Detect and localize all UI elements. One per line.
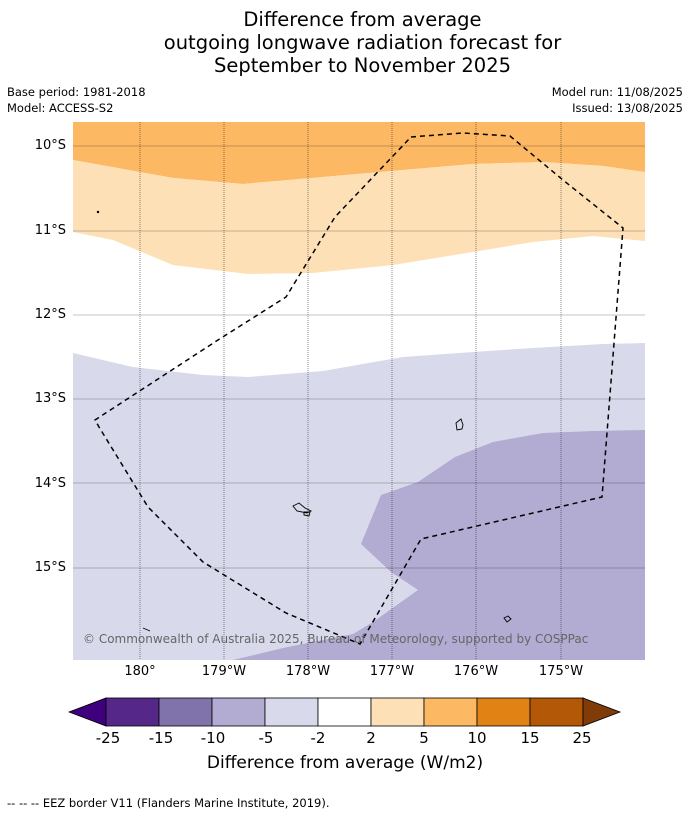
colorbar-segment bbox=[264, 697, 319, 727]
colorbar-tick-label: -15 bbox=[148, 729, 174, 747]
gridlines bbox=[73, 122, 645, 660]
title-line-1: Difference from average bbox=[243, 8, 482, 31]
eez-border bbox=[93, 132, 624, 645]
colorbar-segment bbox=[211, 697, 266, 727]
lon-tick-label: 176°W bbox=[453, 664, 499, 679]
colorbar-tick-label: -10 bbox=[200, 729, 226, 747]
colorbar-segment bbox=[158, 697, 213, 727]
colorbar-segment bbox=[476, 697, 531, 727]
map-title: Difference from average outgoing longwav… bbox=[0, 8, 690, 77]
base-period: Base period: 1981-2018 bbox=[7, 85, 146, 99]
zone-5-to-10 bbox=[73, 122, 645, 184]
meta-left: Base period: 1981-2018 Model: ACCESS-S2 bbox=[7, 84, 146, 116]
lat-tick-label: 12°S bbox=[34, 307, 66, 322]
colorbar-tick-label: -5 bbox=[258, 729, 274, 747]
island-6 bbox=[96, 210, 100, 214]
colorbar-tick-label: 10 bbox=[467, 729, 487, 747]
lat-tick-label: 13°S bbox=[34, 391, 66, 406]
model-name: Model: ACCESS-S2 bbox=[7, 101, 114, 115]
colorbar-tick-label: -25 bbox=[95, 729, 121, 747]
colorbar-tick-label: -2 bbox=[310, 729, 326, 747]
lon-tick-label: 177°W bbox=[369, 664, 415, 679]
colorbar-segment bbox=[105, 697, 160, 727]
lon-tick-label: 180° bbox=[124, 664, 156, 679]
lat-tick-label: 14°S bbox=[34, 476, 66, 491]
copyright-notice: © Commonwealth of Australia 2025, Bureau… bbox=[83, 632, 589, 646]
colorbar-segment bbox=[423, 697, 478, 727]
island-1 bbox=[455, 418, 464, 431]
islands bbox=[96, 210, 512, 632]
lon-tick-label: 179°W bbox=[201, 664, 247, 679]
lat-tick-label: 15°S bbox=[34, 560, 66, 575]
zone-minus5-to-minus10 bbox=[233, 430, 645, 660]
island-3 bbox=[303, 511, 311, 517]
island-2 bbox=[292, 502, 313, 514]
meta-right: Model run: 11/08/2025 Issued: 13/08/2025 bbox=[552, 84, 683, 116]
colorbar-tick-label: 25 bbox=[572, 729, 592, 747]
zone-2-to-5 bbox=[73, 160, 645, 274]
island-4 bbox=[503, 615, 512, 623]
lon-tick-label: 178°W bbox=[285, 664, 331, 679]
colorbar-segment bbox=[317, 697, 372, 727]
lat-tick-label: 11°S bbox=[34, 223, 66, 238]
colorbar-tick-label: 15 bbox=[520, 729, 540, 747]
colorbar-segment bbox=[370, 697, 425, 727]
eez-legend-note: -- -- -- EEZ border V11 (Flanders Marine… bbox=[7, 796, 330, 810]
title-line-3: September to November 2025 bbox=[213, 54, 512, 77]
title-line-2: outgoing longwave radiation forecast for bbox=[163, 31, 562, 54]
map-canvas bbox=[73, 122, 645, 660]
colorbar-extend-max bbox=[582, 697, 622, 727]
lon-tick-label: 175°W bbox=[538, 664, 584, 679]
lat-tick-label: 10°S bbox=[34, 138, 66, 153]
colorbar-segment bbox=[529, 697, 584, 727]
colorbar-extend-min bbox=[68, 697, 107, 727]
island-5 bbox=[142, 627, 151, 632]
issued-date: Issued: 13/08/2025 bbox=[572, 101, 683, 115]
map-panel bbox=[73, 122, 645, 660]
colorbar bbox=[68, 697, 622, 727]
colorbar-title: Difference from average (W/m2) bbox=[206, 753, 484, 773]
colorbar-tick-label: 2 bbox=[366, 729, 376, 747]
model-run: Model run: 11/08/2025 bbox=[551, 85, 683, 99]
colorbar-tick-label: 5 bbox=[419, 729, 429, 747]
